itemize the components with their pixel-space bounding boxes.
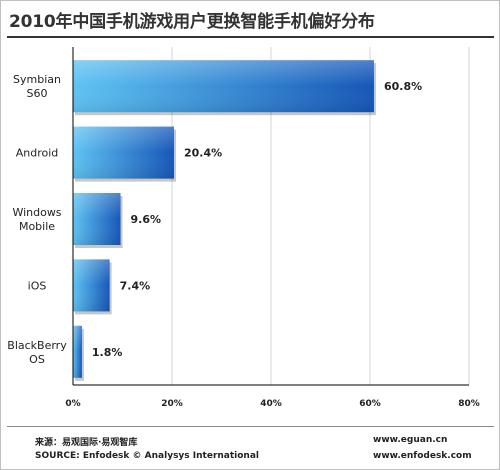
- bars: [73, 60, 376, 381]
- labels: 0% 20% 40% 60% 80% 60.8% Symbian S60 20.4% Androi…: [7, 73, 479, 409]
- bar-highlight: [73, 60, 374, 113]
- bar-highlight: [73, 325, 82, 378]
- data-label: 60.8%: [384, 80, 422, 93]
- url-eguan: www.eguan.cn: [373, 435, 448, 445]
- x-tick-label: 40%: [260, 399, 282, 409]
- category-label-line: OS: [29, 353, 45, 366]
- source-cn: 来源：易观国际·易观智库: [35, 438, 138, 448]
- title-underline: [7, 36, 494, 38]
- category-label-line: BlackBerry: [7, 339, 67, 352]
- footer-divider: [7, 426, 494, 427]
- category-label-line: S60: [27, 87, 48, 100]
- category-label-line: iOS: [28, 279, 47, 292]
- category-label: Windows Mobile: [12, 206, 61, 233]
- source-en: SOURCE: Enfodesk © Analysys Internationa…: [35, 451, 259, 461]
- category-label-line: Mobile: [19, 220, 55, 233]
- bar-highlight: [73, 259, 110, 312]
- category-label: Android: [16, 147, 59, 160]
- bar-highlight: [73, 193, 121, 245]
- data-label: 1.8%: [92, 346, 123, 359]
- category-label-line: Android: [16, 147, 59, 160]
- category-label-line: Windows: [12, 206, 61, 219]
- data-label: 7.4%: [120, 279, 151, 292]
- url-enfodesk: www.enfodesk.com: [373, 451, 472, 461]
- bar-highlight: [73, 126, 174, 179]
- x-tick-label: 20%: [161, 399, 183, 409]
- x-tick-label: 0%: [65, 399, 80, 409]
- data-label: 9.6%: [131, 213, 162, 226]
- category-label: iOS: [28, 279, 47, 292]
- x-tick-label: 80%: [458, 399, 480, 409]
- bar-chart: 0% 20% 40% 60% 80% 60.8% Symbian S60 20.4% Androi…: [7, 47, 480, 409]
- x-tick-label: 60%: [359, 399, 381, 409]
- category-label: BlackBerry OS: [7, 339, 67, 366]
- category-label: Symbian S60: [13, 73, 61, 100]
- chart-title: 2010年中国手机游戏用户更换智能手机偏好分布: [9, 12, 375, 32]
- category-label-line: Symbian: [13, 73, 61, 86]
- data-label: 20.4%: [184, 147, 222, 160]
- axes: [72, 47, 469, 386]
